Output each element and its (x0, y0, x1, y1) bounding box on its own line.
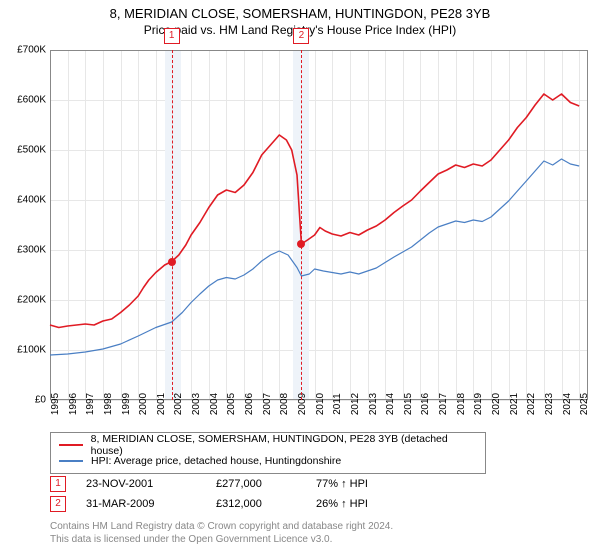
page: 8, MERIDIAN CLOSE, SOMERSHAM, HUNTINGDON… (0, 0, 600, 560)
footer: Contains HM Land Registry data © Crown c… (50, 520, 393, 546)
x-tick-label: 2020 (491, 393, 502, 415)
chart-svg (50, 50, 588, 400)
x-tick-label: 2003 (191, 393, 202, 415)
x-tick-label: 2008 (279, 393, 290, 415)
footer-line2: This data is licensed under the Open Gov… (50, 533, 393, 546)
legend-label: 8, MERIDIAN CLOSE, SOMERSHAM, HUNTINGDON… (91, 433, 477, 457)
title-address: 8, MERIDIAN CLOSE, SOMERSHAM, HUNTINGDON… (0, 6, 600, 21)
y-tick-label: £200K (17, 295, 46, 306)
sale-marker-box: 2 (50, 496, 66, 512)
x-tick-label: 2023 (544, 393, 555, 415)
x-tick-label: 2005 (226, 393, 237, 415)
x-tick-label: 2004 (209, 393, 220, 415)
x-tick-label: 2015 (403, 393, 414, 415)
sale-delta: 77% ↑ HPI (316, 478, 416, 490)
y-tick-label: £500K (17, 145, 46, 156)
y-tick-label: £0 (35, 395, 46, 406)
sale-marker-top: 2 (293, 28, 309, 44)
x-tick-label: 1997 (85, 393, 96, 415)
sale-dash-line (172, 50, 173, 400)
y-tick-label: £700K (17, 45, 46, 56)
y-tick-label: £300K (17, 245, 46, 256)
x-tick-label: 2019 (473, 393, 484, 415)
sale-dot (297, 240, 305, 248)
chart-area: £0£100K£200K£300K£400K£500K£600K£700K199… (50, 50, 588, 400)
sale-delta: 26% ↑ HPI (316, 498, 416, 510)
x-tick-label: 1999 (121, 393, 132, 415)
x-tick-label: 2022 (526, 393, 537, 415)
x-tick-label: 2002 (173, 393, 184, 415)
x-tick-label: 2010 (315, 393, 326, 415)
x-tick-label: 2009 (297, 393, 308, 415)
sale-marker-box: 1 (50, 476, 66, 492)
x-tick-label: 2014 (385, 393, 396, 415)
sale-marker-top: 1 (164, 28, 180, 44)
sale-price: £312,000 (216, 498, 316, 510)
x-tick-label: 2007 (262, 393, 273, 415)
legend-swatch (59, 460, 83, 462)
x-tick-label: 2013 (368, 393, 379, 415)
legend: 8, MERIDIAN CLOSE, SOMERSHAM, HUNTINGDON… (50, 432, 486, 474)
sale-date: 31-MAR-2009 (86, 498, 216, 510)
x-tick-label: 1998 (103, 393, 114, 415)
x-tick-label: 1995 (50, 393, 61, 415)
x-tick-label: 2012 (350, 393, 361, 415)
x-tick-label: 2018 (456, 393, 467, 415)
sales-table: 1 23-NOV-2001 £277,000 77% ↑ HPI 2 31-MA… (50, 474, 416, 514)
sale-price: £277,000 (216, 478, 316, 490)
sale-dash-line (301, 50, 302, 400)
x-tick-label: 2001 (156, 393, 167, 415)
sales-row: 2 31-MAR-2009 £312,000 26% ↑ HPI (50, 494, 416, 514)
x-tick-label: 2017 (438, 393, 449, 415)
x-tick-label: 2011 (332, 393, 343, 415)
y-tick-label: £100K (17, 345, 46, 356)
series-property (50, 94, 579, 328)
series-hpi (50, 159, 579, 355)
y-tick-label: £400K (17, 195, 46, 206)
legend-row: 8, MERIDIAN CLOSE, SOMERSHAM, HUNTINGDON… (59, 437, 477, 453)
legend-swatch (59, 444, 83, 446)
footer-line1: Contains HM Land Registry data © Crown c… (50, 520, 393, 533)
x-tick-label: 2025 (579, 393, 590, 415)
sales-row: 1 23-NOV-2001 £277,000 77% ↑ HPI (50, 474, 416, 494)
x-tick-label: 2021 (509, 393, 520, 415)
legend-label: HPI: Average price, detached house, Hunt… (91, 455, 341, 467)
sale-date: 23-NOV-2001 (86, 478, 216, 490)
y-tick-label: £600K (17, 95, 46, 106)
sale-dot (168, 258, 176, 266)
x-tick-label: 2000 (138, 393, 149, 415)
x-tick-label: 1996 (68, 393, 79, 415)
x-tick-label: 2006 (244, 393, 255, 415)
x-tick-label: 2016 (420, 393, 431, 415)
x-tick-label: 2024 (562, 393, 573, 415)
